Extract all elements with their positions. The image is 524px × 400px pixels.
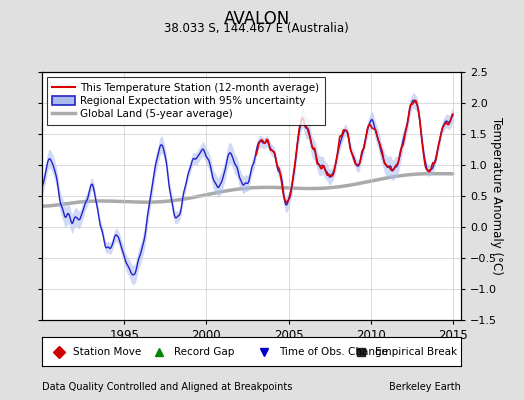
Text: Station Move: Station Move [73,346,141,357]
Text: Berkeley Earth: Berkeley Earth [389,382,461,392]
Text: Data Quality Controlled and Aligned at Breakpoints: Data Quality Controlled and Aligned at B… [42,382,292,392]
Text: AVALON: AVALON [224,10,290,28]
Legend: This Temperature Station (12-month average), Regional Expectation with 95% uncer: This Temperature Station (12-month avera… [47,77,325,124]
Text: Time of Obs. Change: Time of Obs. Change [279,346,388,357]
Text: Record Gap: Record Gap [174,346,234,357]
Text: 38.033 S, 144.467 E (Australia): 38.033 S, 144.467 E (Australia) [165,22,349,35]
Text: Empirical Break: Empirical Break [375,346,457,357]
Y-axis label: Temperature Anomaly (°C): Temperature Anomaly (°C) [490,117,503,275]
